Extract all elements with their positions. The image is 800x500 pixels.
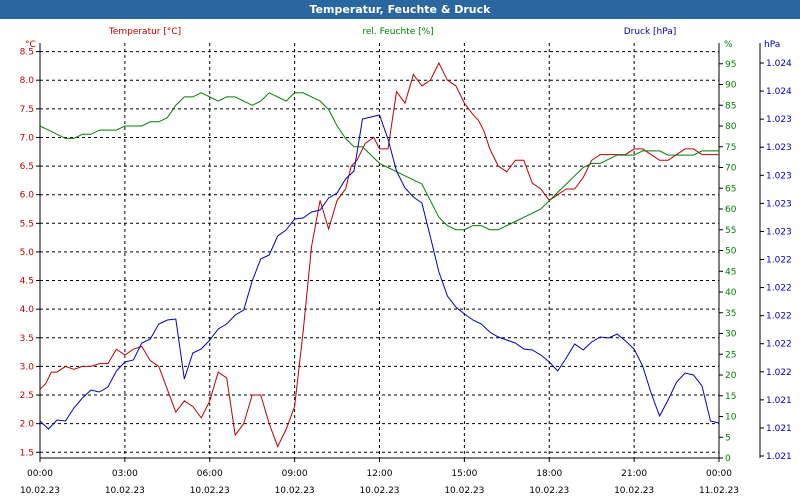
temperature-tick-label: 3.5 [20,334,34,344]
humidity-tick-label: 0 [725,454,731,464]
x-tick-date: 10.02.23 [529,486,569,496]
humidity-tick-label: 65 [725,184,736,194]
x-tick-date: 10.02.23 [20,486,60,496]
humidity-tick-label: 75 [725,143,736,153]
x-tick-date: 11.02.23 [699,486,739,496]
x-tick-time: 00:00 [706,469,732,479]
x-tick-date: 10.02.23 [444,486,484,496]
pressure-tick-label: 1.023 [766,143,792,153]
pressure-unit: hPa [764,40,780,50]
x-tick-time: 12:00 [367,469,393,479]
x-tick-date: 10.02.23 [275,486,315,496]
pressure-line [39,114,720,430]
humidity-tick-label: 70 [725,164,737,174]
humidity-tick-label: 35 [725,309,736,319]
x-tick-date: 10.02.23 [359,486,399,496]
humidity-unit: % [724,40,733,50]
humidity-tick-label: 90 [725,81,737,91]
humidity-tick-label: 95 [725,60,736,70]
humidity-tick-label: 60 [725,205,737,215]
humidity-tick-label: 25 [725,350,736,360]
temperature-tick-label: 2.5 [20,391,34,401]
temperature-tick-label: 4.0 [20,305,35,315]
pressure-tick-label: 1.023 [766,199,792,209]
pressure-axis-label: Druck [hPa] [624,27,677,37]
humidity-axis-label: rel. Feuchte [%] [362,27,433,37]
x-tick-time: 15:00 [451,469,477,479]
temperature-tick-label: 7.0 [20,133,35,143]
temperature-tick-label: 6.5 [20,162,34,172]
temperature-tick-label: 5.0 [20,248,35,258]
temperature-tick-label: 8.0 [20,76,35,86]
chart-title: Temperatur, Feuchte & Druck [0,0,800,19]
x-axis-ticks: 00:00 10.02.23 03:00 10.02.23 06:00 10.02.23 0… [20,458,739,496]
x-tick-date: 10.02.23 [614,486,654,496]
chart: Temperatur [°C] rel. Feuchte [%] Druck [… [20,27,792,496]
humidity-tick-label: 40 [725,288,737,298]
temperature-tick-label: 5.5 [20,219,34,229]
humidity-tick-label: 80 [725,122,737,132]
grid-lines [40,43,719,458]
pressure-ticks: 1.024 1.024 1.023 1.023 1.023 1.023 1.023 1.022… [760,59,792,462]
pressure-tick-label: 1.023 [766,115,792,125]
humidity-tick-label: 30 [725,330,737,340]
pressure-tick-label: 1.023 [766,227,792,237]
x-tick-time: 21:00 [621,469,647,479]
series-lines [39,61,720,448]
pressure-tick-label: 1.021 [766,424,792,434]
x-tick-time: 00:00 [27,469,53,479]
temperature-unit: °C [25,40,36,50]
pressure-tick-label: 1.024 [766,59,792,69]
pressure-tick-label: 1.021 [766,396,792,406]
pressure-tick-label: 1.023 [766,171,792,181]
humidity-tick-label: 5 [725,433,731,443]
humidity-tick-label: 10 [725,413,737,423]
humidity-line [39,92,719,231]
temperature-line [39,61,719,448]
x-tick-time: 06:00 [197,469,223,479]
temperature-axis-label: Temperatur [°C] [108,27,181,37]
humidity-tick-label: 50 [725,247,737,257]
x-tick-date: 10.02.23 [190,486,230,496]
temperature-tick-label: 7.5 [20,105,34,115]
pressure-tick-label: 1.022 [766,368,792,378]
humidity-tick-label: 55 [725,226,736,236]
humidity-tick-label: 15 [725,392,736,402]
pressure-tick-label: 1.024 [766,87,792,97]
x-tick-time: 09:00 [282,469,308,479]
pressure-tick-label: 1.022 [766,284,792,294]
temperature-tick-label: 8.5 [20,48,34,58]
temperature-tick-label: 6.0 [20,191,35,201]
temperature-tick-label: 4.5 [20,277,34,287]
humidity-tick-label: 45 [725,267,736,277]
temperature-tick-label: 1.5 [20,448,34,458]
humidity-tick-label: 85 [725,101,736,111]
x-tick-time: 18:00 [536,469,562,479]
pressure-tick-label: 1.022 [766,340,792,350]
temperature-ticks: 8.5 8.0 7.5 7.0 6.5 6.0 5.5 5.0 4.5 4.0 3.5 3.0 2.5 2… [20,48,40,458]
x-tick-date: 10.02.23 [105,486,145,496]
x-tick-time: 03:00 [112,469,138,479]
pressure-tick-label: 1.022 [766,256,792,266]
temperature-tick-label: 3.0 [20,362,35,372]
pressure-tick-label: 1.021 [766,452,792,462]
temperature-tick-label: 2.0 [20,420,35,430]
pressure-tick-label: 1.022 [766,312,792,322]
humidity-tick-label: 20 [725,371,737,381]
